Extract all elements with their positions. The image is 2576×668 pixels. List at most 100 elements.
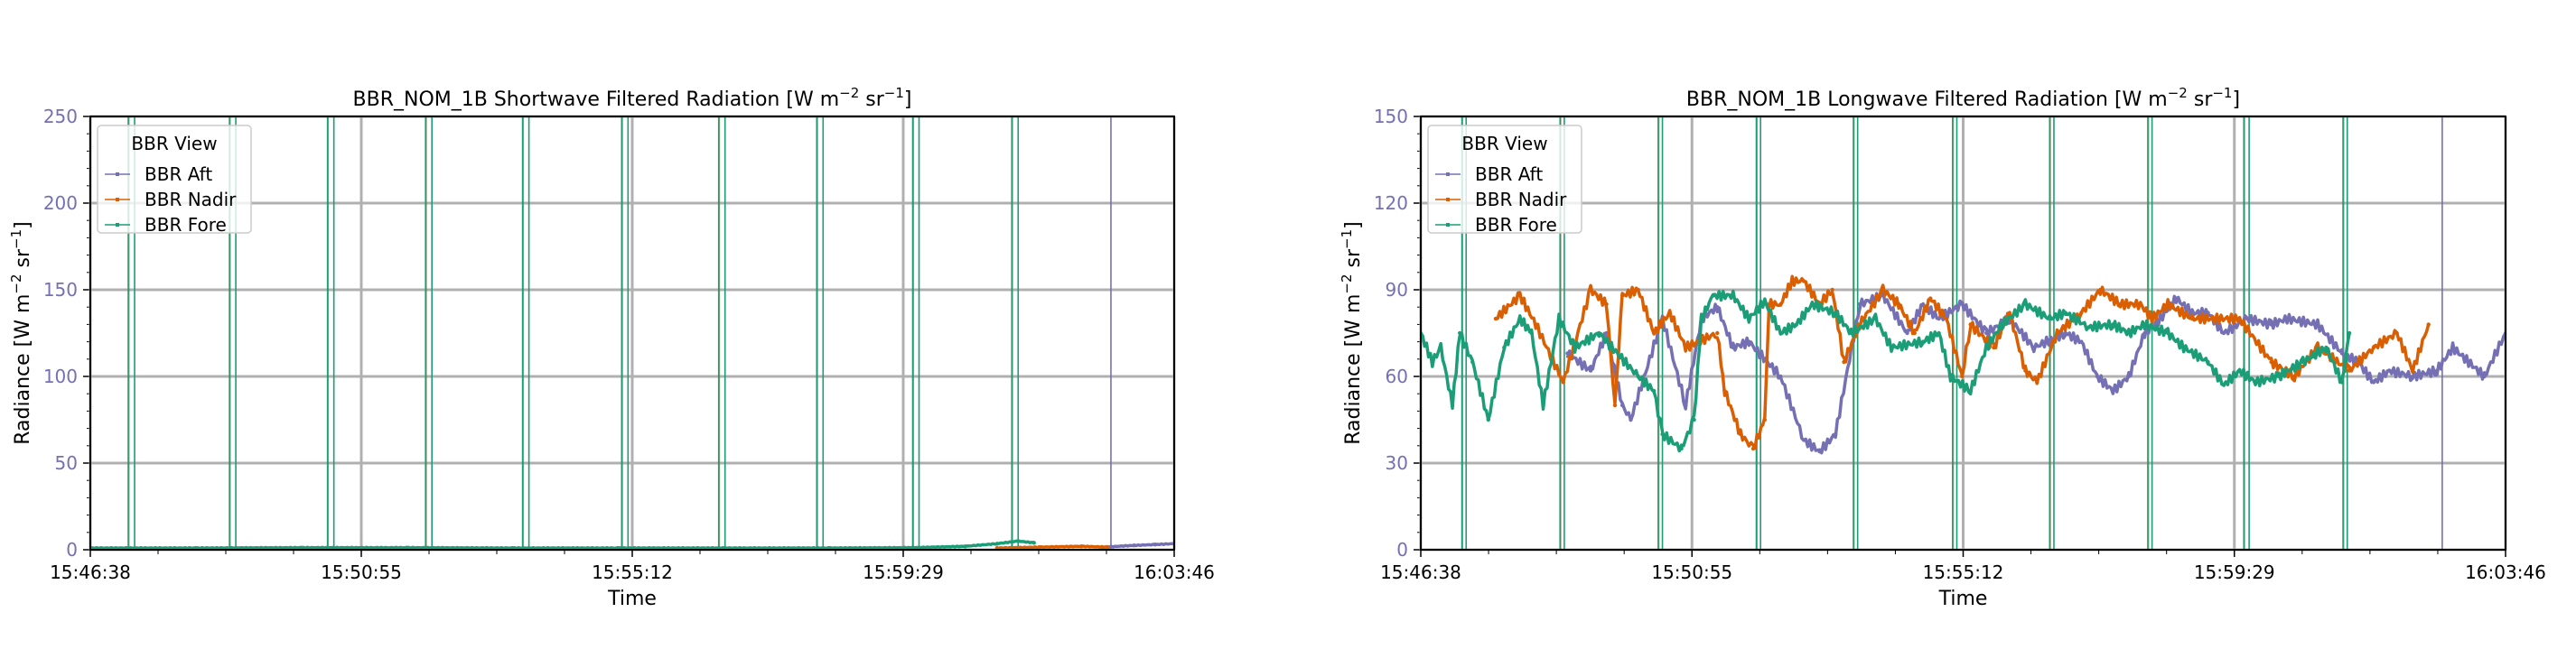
y-tick-label: 0: [1396, 539, 1408, 561]
data-point-aft: [2245, 316, 2249, 321]
y-tick-label: 150: [1374, 106, 1408, 127]
legend-title: BBR View: [1461, 133, 1547, 154]
x-tick-label: 15:46:38: [50, 561, 131, 583]
data-point-fore: [2126, 330, 2132, 336]
data-point-fore: [2206, 359, 2210, 365]
data-point-fore: [2111, 322, 2115, 327]
plot-area: [90, 116, 1174, 550]
data-point-nadir: [2394, 330, 2399, 336]
y-label-superscript: −1: [8, 229, 24, 249]
data-point-nadir: [1079, 543, 1084, 549]
data-point-aft: [1153, 543, 1158, 547]
y-tick-label: 0: [66, 539, 78, 561]
data-point-fore: [615, 545, 620, 550]
data-point-aft: [2063, 330, 2068, 336]
x-tick-label-text: 15:59:29: [2194, 561, 2275, 583]
data-point-fore: [1731, 293, 1736, 298]
title-text: ]: [2232, 88, 2240, 111]
data-point-nadir: [1912, 330, 1917, 336]
data-point-fore: [1968, 388, 1973, 394]
legend-marker-aft: [116, 172, 119, 176]
data-point-aft: [2142, 330, 2147, 336]
y-tick-label: 120: [1374, 192, 1408, 214]
legend-box: [97, 125, 252, 234]
data-point-fore: [1699, 316, 1703, 321]
data-point-nadir: [2189, 316, 2195, 321]
legend-marker-fore: [116, 223, 119, 227]
data-point-fore: [1430, 359, 1435, 365]
data-point-fore: [2276, 374, 2282, 379]
data-point-aft: [1132, 543, 1136, 548]
data-point-fore: [1651, 388, 1657, 394]
y-tick-label: 150: [43, 279, 78, 301]
data-point-aft: [2387, 368, 2392, 373]
data-point-fore: [299, 545, 303, 550]
x-tick-label: 15:55:12: [1923, 561, 2004, 583]
legend-entry-text: BBR Aft: [145, 163, 212, 185]
x-tick-label: 16:03:46: [2465, 561, 2546, 583]
x-tick-label-text: 15:46:38: [50, 561, 131, 583]
x-axis-label: Time: [1938, 588, 1988, 610]
data-point-fore: [910, 545, 915, 550]
data-point-aft: [2371, 380, 2376, 385]
data-point-aft: [1588, 368, 1593, 373]
y-tick-label-text: 250: [43, 106, 78, 127]
x-tick-label-text: 15:55:12: [1923, 561, 2004, 583]
legend-marker-nadir: [116, 198, 119, 201]
legend-marker-aft: [1446, 172, 1450, 176]
data-point-nadir: [1651, 330, 1657, 336]
data-point-aft: [2339, 351, 2345, 356]
title-text: BBR_NOM_1B Shortwave Filtered Radiation …: [353, 88, 840, 111]
data-point-fore: [2048, 316, 2052, 321]
data-point-aft: [1801, 438, 1806, 442]
data-point-fore: [1529, 330, 1534, 336]
legend-entry-text: BBR Fore: [1475, 214, 1557, 236]
legend-title-text: BBR View: [131, 133, 217, 154]
data-point-nadir: [1636, 287, 1640, 292]
series-line-aft: [1102, 542, 1174, 549]
data-point-aft: [1747, 339, 1751, 344]
legend: BBR View BBR Aft BBR Nadir BBR Fore: [97, 125, 252, 236]
data-point-aft: [2482, 374, 2487, 379]
data-point-aft: [1629, 417, 1633, 422]
x-tick-label: 15:59:29: [2194, 561, 2275, 583]
data-point-aft: [2079, 339, 2084, 344]
y-tick-label-text: 60: [1386, 366, 1408, 387]
data-point-aft: [2126, 374, 2132, 379]
y-axis-label-text: sr: [1342, 248, 1365, 274]
chart-title: BBR_NOM_1B Longwave Filtered Radiation […: [1686, 85, 2240, 111]
data-point-nadir: [1992, 345, 1996, 350]
data-point-nadir: [2035, 380, 2039, 385]
data-point-nadir: [2007, 311, 2012, 315]
data-point-nadir: [994, 545, 1000, 550]
y-tick-label: 50: [55, 452, 78, 474]
data-point-aft: [1565, 351, 1570, 356]
data-point-fore: [2339, 380, 2345, 385]
chart-panel-0: 0 50 100 150 200 250 15:46:38 15:50:55 15:55:12 1…: [8, 85, 1215, 610]
x-axis-label: Time: [607, 588, 657, 610]
chart-panel-1: 0 30 60 90 120 150 15:46:38 15:50:55 15:55:12 15:…: [1339, 85, 2546, 610]
data-point-fore: [1873, 316, 1878, 321]
legend-entry: BBR Fore: [1475, 214, 1557, 236]
legend-marker-nadir: [1446, 198, 1450, 201]
y-tick-label: 100: [43, 366, 78, 387]
data-point-nadir: [2292, 374, 2297, 379]
x-tick-label: 15:59:29: [863, 561, 944, 583]
data-point-fore: [1541, 403, 1545, 408]
y-tick-label-text: 30: [1386, 452, 1408, 474]
data-point-fore: [721, 545, 725, 550]
data-point-aft: [1937, 316, 1941, 321]
legend-entry-text: BBR Nadir: [1475, 189, 1567, 210]
data-point-aft: [2284, 316, 2290, 321]
data-point-fore: [1636, 374, 1640, 379]
data-point-nadir: [1790, 279, 1795, 283]
series-line-fore: [1421, 289, 2351, 453]
data-point-nadir: [1604, 302, 1609, 307]
legend-marker-fore: [1446, 223, 1450, 227]
data-point-fore: [1920, 339, 1926, 344]
legend-entry-text: BBR Fore: [145, 214, 227, 236]
y-tick-label-text: 150: [43, 279, 78, 301]
title-text: sr: [859, 88, 884, 111]
data-point-nadir: [1944, 316, 1949, 321]
